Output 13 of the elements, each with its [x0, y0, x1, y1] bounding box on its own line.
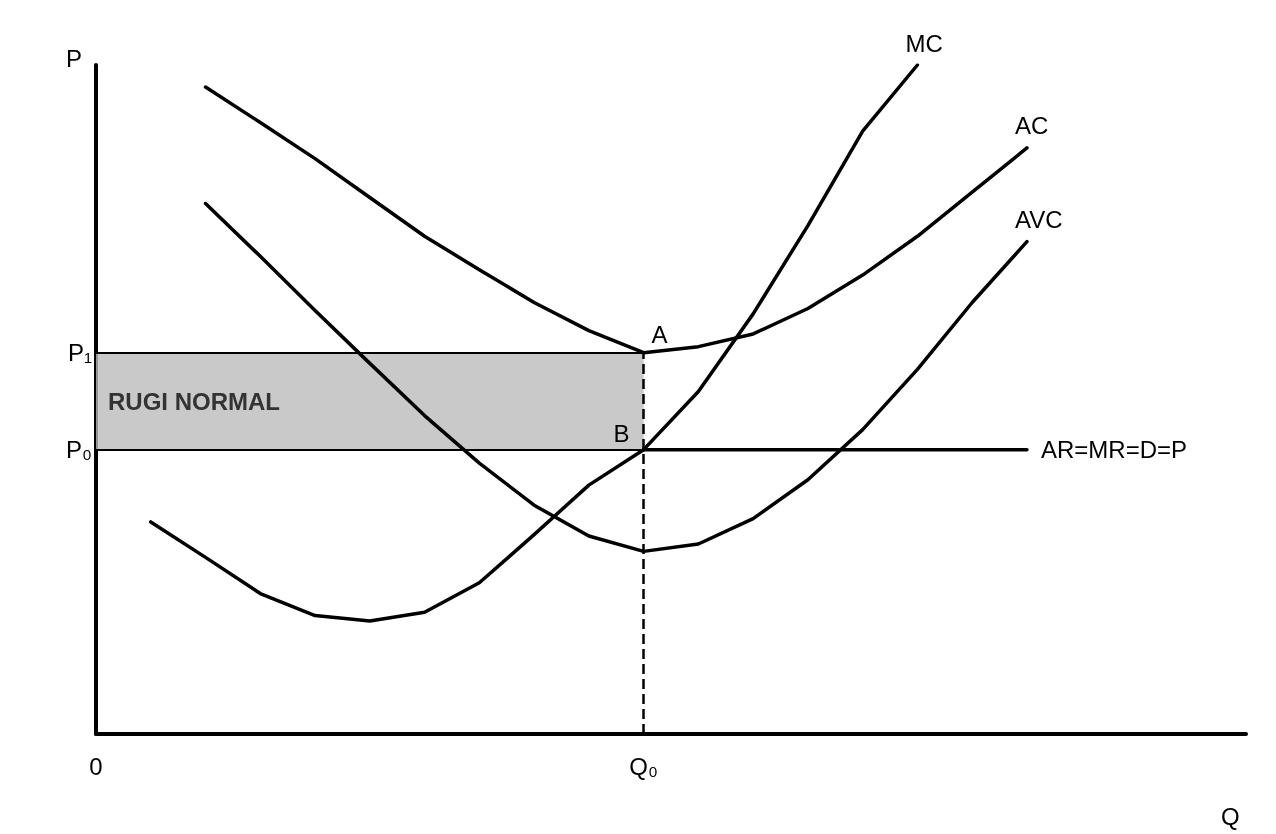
series-label: MC — [905, 29, 943, 57]
annotation: B — [613, 420, 630, 448]
y-axis-title: P — [65, 44, 82, 72]
series-label: AVC — [1014, 206, 1063, 234]
x-axis-title: Q — [1221, 802, 1240, 830]
annotation: A — [651, 321, 668, 349]
ref-line-label: P₀ — [66, 436, 92, 464]
series-label: AR=MR=D=P — [1040, 436, 1188, 464]
band-label: RUGI NORMAL — [108, 387, 280, 415]
x-tick-label: 0 — [89, 752, 103, 780]
x-tick-label: Q₀ — [629, 752, 658, 780]
series-label: AC — [1014, 112, 1049, 140]
ref-line-label: P₁ — [67, 339, 92, 367]
